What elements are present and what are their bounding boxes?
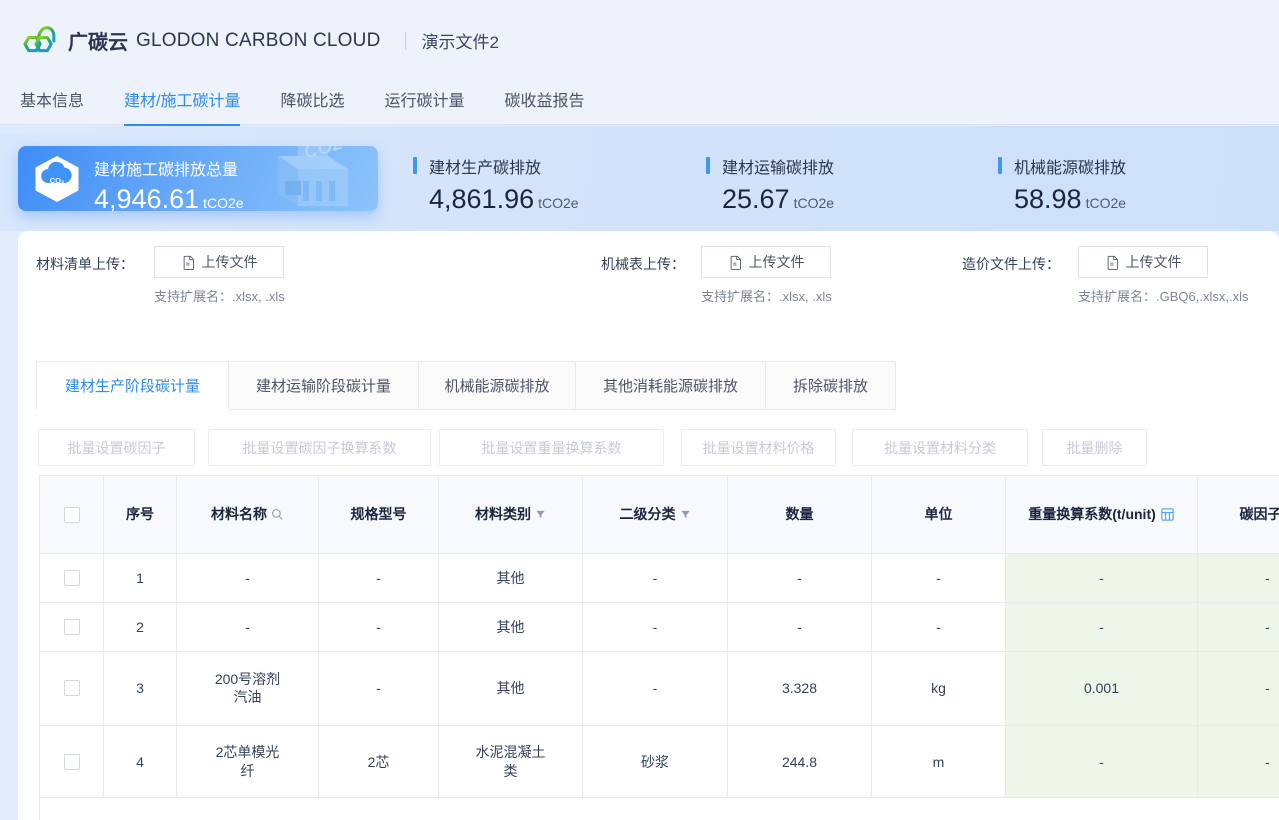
svg-text:CO₂: CO₂ xyxy=(50,176,65,185)
